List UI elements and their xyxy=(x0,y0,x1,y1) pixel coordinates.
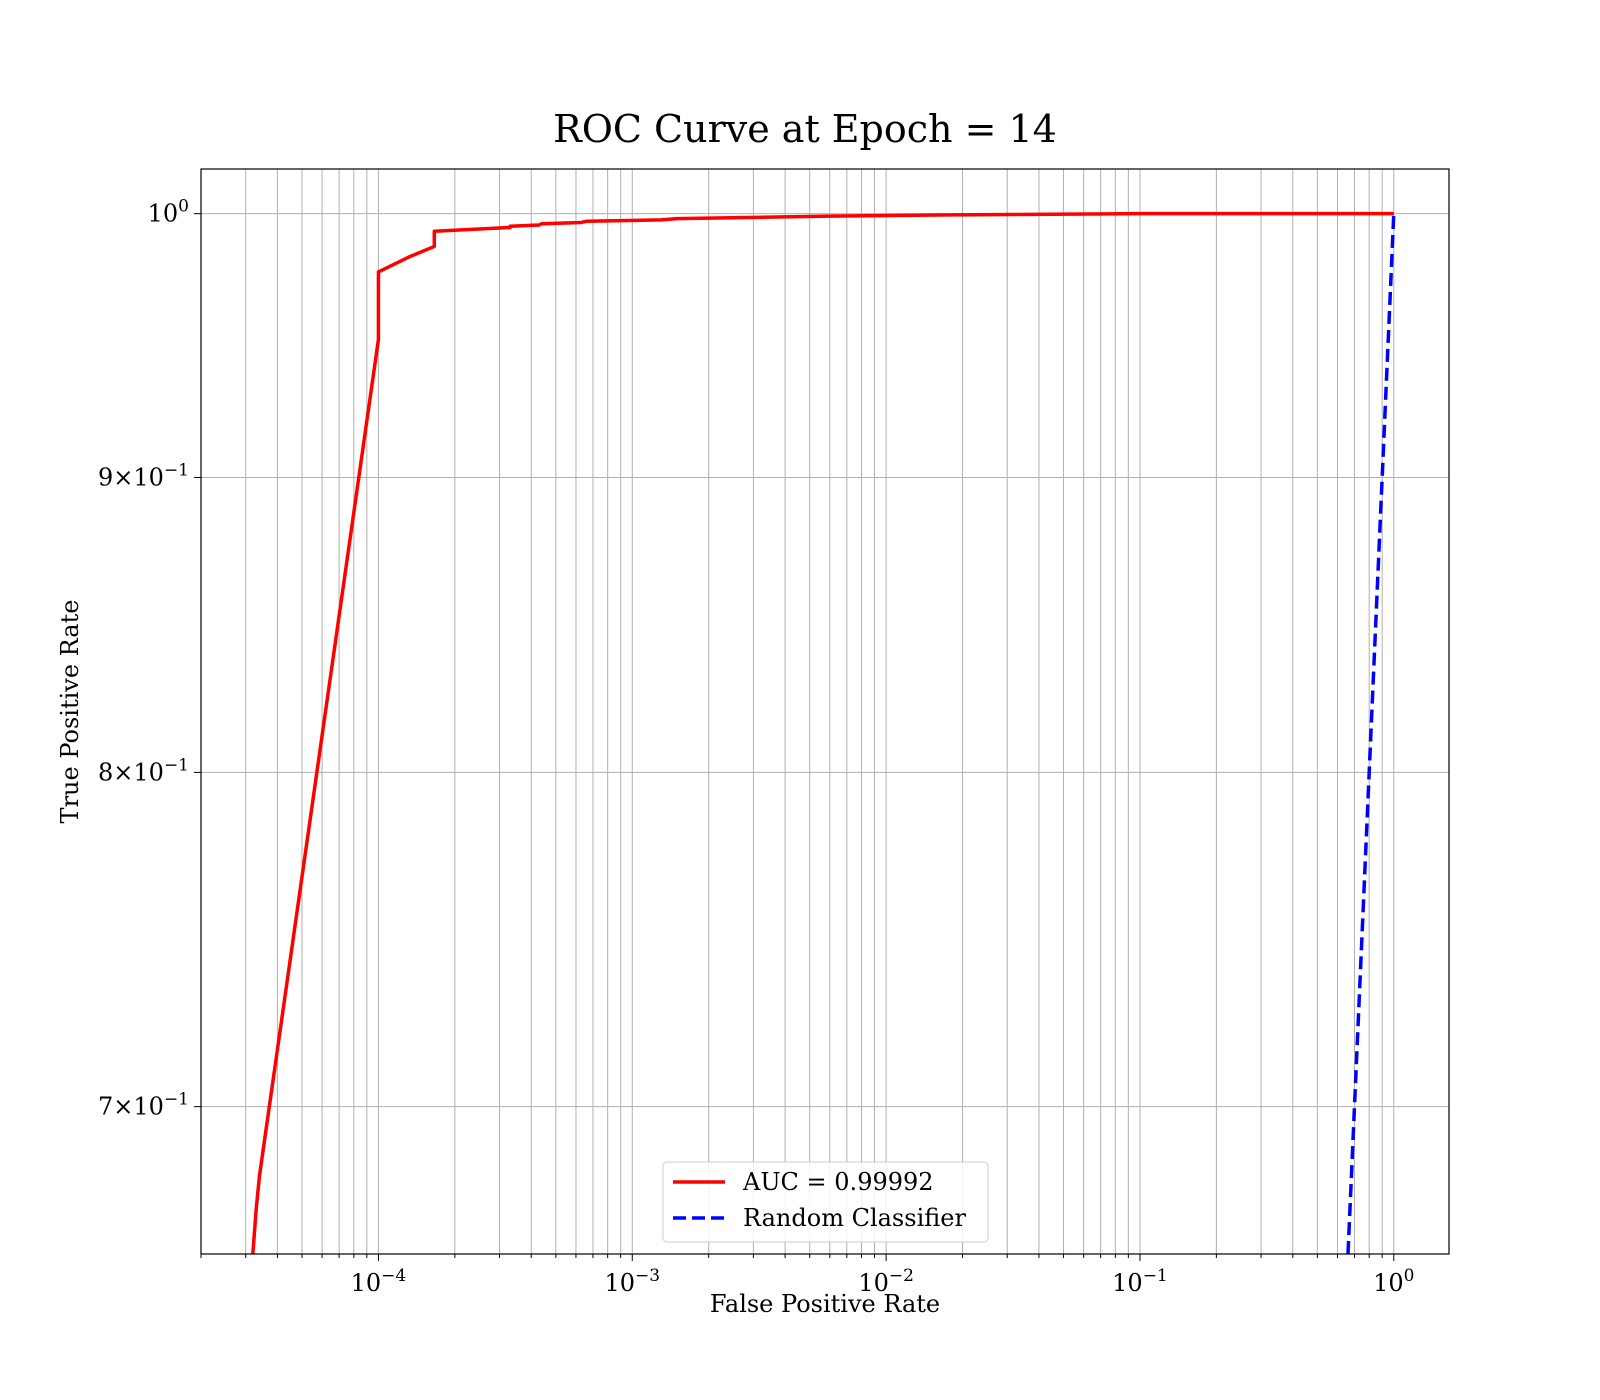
y-axis-label: True Positive Rate xyxy=(56,600,84,824)
y-tick-label: 9×10−1 xyxy=(98,460,189,491)
roc-curve-line xyxy=(251,211,1394,1254)
legend-label-roc: AUC = 0.99992 xyxy=(742,1168,934,1196)
x-tick-label: 100 xyxy=(1373,1266,1414,1297)
series-layer xyxy=(251,211,1396,1254)
y-tick-label: 7×10−1 xyxy=(98,1090,189,1121)
x-tick-label: 10−4 xyxy=(351,1266,407,1297)
x-tick-label: 10−3 xyxy=(604,1266,660,1297)
plot-frame xyxy=(200,168,1450,1255)
x-tick-label: 10−2 xyxy=(858,1266,914,1297)
y-tick-label: 8×10−1 xyxy=(98,755,189,786)
y-tick-label: 100 xyxy=(148,197,189,228)
tick-marks xyxy=(194,213,1395,1261)
chart-title: ROC Curve at Epoch = 14 xyxy=(553,107,1057,151)
legend-box xyxy=(662,1161,989,1243)
legend: AUC = 0.99992 Random Classifier xyxy=(662,1161,989,1243)
legend-label-random: Random Classifier xyxy=(743,1204,966,1232)
random-classifier-line xyxy=(1346,213,1396,1254)
x-axis-label: False Positive Rate xyxy=(710,1290,940,1318)
tick-labels: 10−4 10−3 10−2 10−1 100 7×10−1 8×10−1 9×10−1 100 xyxy=(98,197,1414,1297)
x-tick-label: 10−1 xyxy=(1112,1266,1168,1297)
